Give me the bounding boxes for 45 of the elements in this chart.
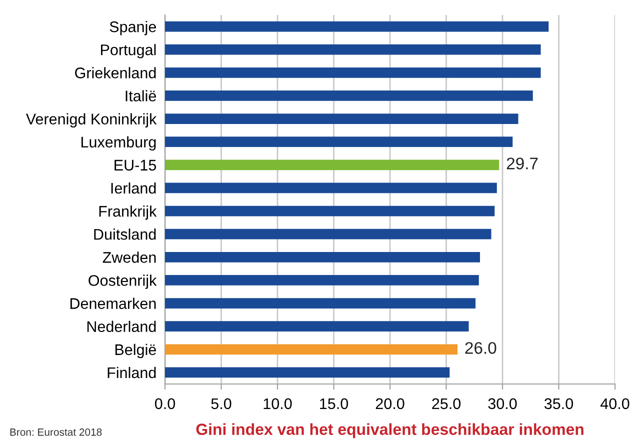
bar: [165, 44, 541, 55]
x-tick-label: 35.0: [544, 398, 574, 410]
y-tick-label: Finland: [108, 366, 156, 378]
y-tick-label: Portugal: [101, 44, 156, 58]
bar: [165, 298, 476, 308]
y-tick-label: Italië: [126, 90, 156, 102]
x-tick-label: 0.0: [154, 398, 176, 410]
bar: [165, 252, 480, 262]
text: Bron: Eurostat 2018: [10, 428, 102, 436]
y-tick-label: EU-15: [114, 160, 156, 171]
y-tick-label: Ierland: [111, 182, 156, 194]
data-label: 26.0: [465, 342, 496, 354]
bar: [165, 67, 541, 78]
y-tick-label: Spanje: [110, 20, 156, 36]
x-axis-title: Gini index van het equivalent beschikbaar inkomen: [196, 423, 584, 438]
x-tick-label: 30.0: [488, 398, 517, 410]
data-label: 29.7: [506, 158, 538, 170]
y-tick-label: Griekenland: [75, 67, 156, 78]
bar: [165, 228, 492, 240]
y-tick-label: Zweden: [102, 252, 156, 263]
y-tick-label: Oostenrijk: [88, 274, 157, 289]
bar: [165, 275, 479, 286]
bar: [165, 367, 450, 378]
bar: [165, 182, 497, 194]
bar: [165, 344, 458, 355]
bar: [165, 90, 533, 101]
bar: [165, 114, 518, 124]
x-tick-label: 10.0: [264, 398, 292, 410]
bar: [165, 160, 500, 170]
x-tick-label: 40.0: [600, 398, 630, 410]
y-tick-label: Luxemburg: [81, 136, 156, 151]
y-tick-label: Verenigd Koninkrijk: [26, 113, 157, 128]
x-tick-label: 15.0: [320, 398, 348, 410]
y-tick-label: Frankrijk: [99, 205, 157, 220]
y-tick-label: België: [115, 344, 156, 358]
bar: [165, 206, 495, 216]
y-tick-label: Duitsland: [94, 228, 156, 240]
x-tick-label: 20.0: [376, 398, 404, 410]
bar: [165, 136, 513, 148]
y-tick-label: Nederland: [87, 320, 156, 332]
x-tick-label: 5.0: [211, 398, 232, 410]
y-tick-label: Denemarken: [70, 298, 156, 309]
bar: [165, 321, 469, 332]
bar: [165, 21, 549, 32]
x-tick-label: 25.0: [432, 398, 461, 410]
